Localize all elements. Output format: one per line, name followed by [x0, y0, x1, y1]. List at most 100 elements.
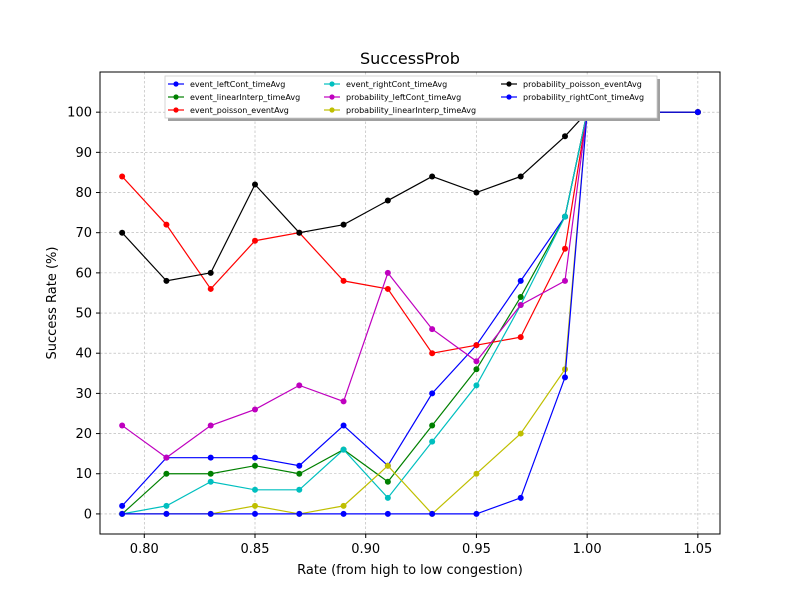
data-point [296, 382, 303, 389]
data-point [517, 293, 524, 300]
data-point [296, 462, 303, 469]
legend-item-event_leftCont_timeAvg: event_leftCont_timeAvg [168, 80, 285, 89]
data-point [473, 342, 480, 349]
data-point [384, 510, 391, 517]
legend-label: probability_leftCont_timeAvg [346, 93, 461, 102]
data-point [119, 422, 126, 429]
data-point [473, 189, 480, 196]
legend-item-event_rightCont_timeAvg: event_rightCont_timeAvg [324, 80, 447, 89]
data-point [163, 502, 170, 509]
data-point [473, 358, 480, 365]
y-tick-label: 0 [84, 507, 92, 522]
data-point [119, 510, 126, 517]
data-point [119, 229, 126, 236]
legend-label: event_leftCont_timeAvg [190, 80, 285, 89]
y-axis-title: Success Rate (%) [45, 247, 60, 360]
data-point [296, 510, 303, 517]
data-point [384, 462, 391, 469]
data-point [119, 173, 126, 180]
legend-box [164, 75, 658, 119]
data-point [384, 478, 391, 485]
chart-title: SuccessProb [360, 49, 460, 68]
data-point [517, 173, 524, 180]
data-point [340, 422, 347, 429]
data-point [694, 109, 701, 116]
y-tick-label: 90 [75, 146, 92, 161]
data-point [429, 422, 436, 429]
legend-item-probability_linearInterp_timeAvg: probability_linearInterp_timeAvg [324, 106, 476, 115]
data-point [296, 229, 303, 236]
y-tick-label: 50 [75, 307, 92, 322]
legend-marker [173, 107, 179, 113]
x-tick-label: 1.05 [683, 542, 712, 557]
legend-item-probability_rightCont_timeAvg: probability_rightCont_timeAvg [501, 93, 644, 102]
legend-marker [506, 94, 512, 100]
data-point [340, 510, 347, 517]
data-point [163, 277, 170, 284]
data-point [429, 326, 436, 333]
data-point [163, 510, 170, 517]
data-point [384, 269, 391, 276]
legend-label: probability_rightCont_timeAvg [523, 93, 644, 102]
data-point [119, 502, 126, 509]
data-point [429, 173, 436, 180]
data-point [517, 430, 524, 437]
data-point [562, 374, 568, 381]
legend-marker [329, 81, 335, 87]
legend-marker [173, 94, 179, 100]
legend-marker [329, 94, 335, 100]
x-tick-label: 0.95 [462, 542, 491, 557]
x-tick-label: 0.85 [241, 542, 270, 557]
legend-marker [506, 81, 512, 87]
data-point [562, 133, 568, 140]
legend-marker [329, 107, 335, 113]
data-point [252, 237, 258, 244]
data-point [252, 510, 258, 517]
x-tick-label: 1.00 [573, 542, 602, 557]
data-point [163, 470, 170, 477]
data-point [473, 470, 480, 477]
y-tick-label: 60 [75, 266, 92, 281]
data-point [473, 510, 480, 517]
y-tick-label: 80 [75, 186, 92, 201]
data-point [562, 213, 568, 220]
legend-label: event_poisson_eventAvg [190, 106, 289, 115]
data-point [340, 398, 347, 405]
data-point [384, 197, 391, 204]
x-axis-title: Rate (from high to low congestion) [297, 563, 523, 578]
data-point [562, 366, 568, 373]
y-tick-label: 70 [75, 226, 92, 241]
legend-label: event_linearInterp_timeAvg [190, 93, 300, 102]
data-point [384, 285, 391, 292]
legend-label: probability_poisson_eventAvg [523, 80, 642, 89]
data-point [252, 181, 258, 188]
data-point [562, 245, 568, 252]
data-point [562, 277, 568, 284]
series-layer [119, 109, 701, 517]
y-tick-label: 30 [75, 387, 92, 402]
data-point [429, 510, 436, 517]
legend-item-event_poisson_eventAvg: event_poisson_eventAvg [168, 106, 289, 115]
legend-item-event_linearInterp_timeAvg: event_linearInterp_timeAvg [168, 93, 300, 102]
plot-frame [99, 71, 721, 535]
data-point [296, 486, 303, 493]
data-point [252, 406, 258, 413]
y-tick-label: 10 [75, 467, 92, 482]
data-point [252, 486, 258, 493]
data-point [340, 502, 347, 509]
data-point [384, 494, 391, 501]
data-point [207, 422, 214, 429]
series-probability_poisson_eventAvg [119, 109, 701, 284]
data-point [473, 382, 480, 389]
data-point [517, 277, 524, 284]
series-probability_leftCont_timeAvg [119, 109, 701, 461]
data-point [207, 285, 214, 292]
data-point [252, 462, 258, 469]
x-tick-label: 0.90 [351, 542, 380, 557]
data-point [207, 269, 214, 276]
data-point [517, 494, 524, 501]
data-point [296, 470, 303, 477]
data-point [207, 470, 214, 477]
legend-label: probability_linearInterp_timeAvg [346, 106, 476, 115]
grid [100, 72, 720, 534]
